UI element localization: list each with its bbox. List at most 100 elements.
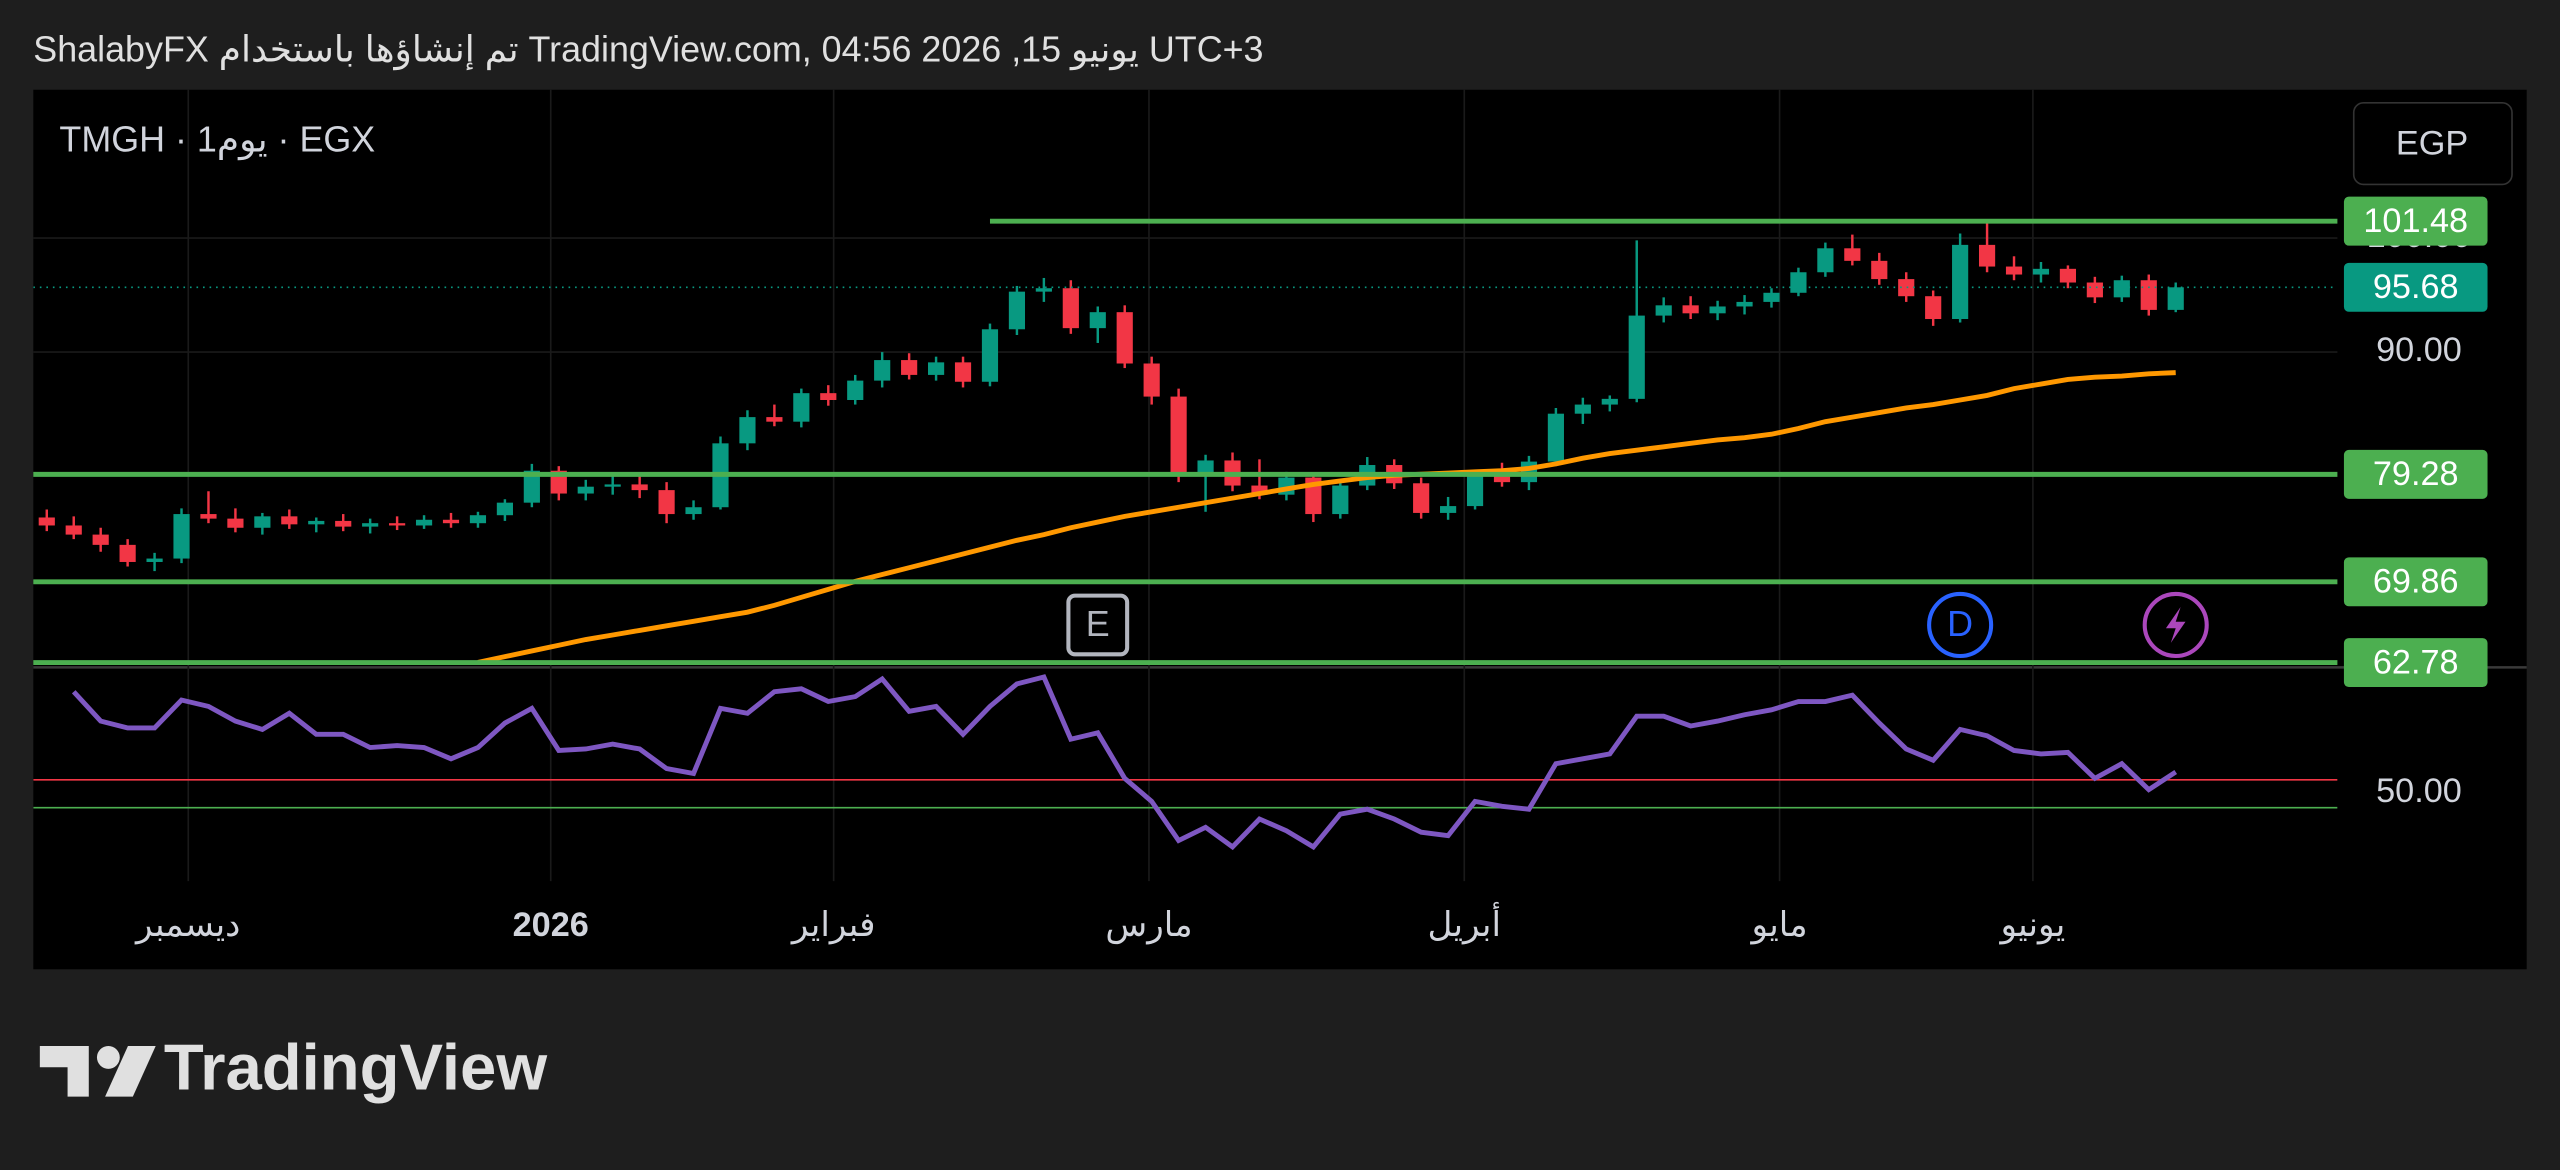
candle-body [1574, 404, 1591, 414]
candle-body [2167, 287, 2184, 310]
candle-body [254, 516, 271, 528]
event-marker[interactable] [1066, 593, 1130, 657]
candle-body [1332, 485, 1349, 515]
price-badge-label: 95.68 [2373, 268, 2459, 306]
candle-body [2140, 280, 2157, 310]
logo-shape [96, 1045, 120, 1069]
x-tick-label: مايو [1750, 906, 1808, 945]
candle-body [200, 514, 217, 519]
candle-body [604, 484, 621, 487]
candle-body [523, 470, 540, 503]
candle-body [1493, 475, 1511, 483]
candle-body [685, 507, 702, 515]
candle-body [847, 380, 864, 401]
candle-body [1844, 248, 1861, 261]
candle-body [362, 523, 379, 527]
symbol-label: TMGH · 1يوم · EGX [59, 119, 375, 160]
candle-body [496, 502, 513, 516]
candle-body [146, 558, 163, 562]
currency-box[interactable] [2352, 101, 2513, 186]
candle-body [281, 516, 298, 525]
candle-body [1709, 306, 1726, 314]
candle-body [981, 329, 999, 382]
candle-body [1520, 461, 1538, 483]
candle-body [1062, 288, 1079, 329]
candle-body [927, 362, 945, 375]
price-badge-label: 62.78 [2373, 643, 2459, 681]
candle-body [901, 360, 918, 375]
rsi-tick-label: 50.00 [2376, 772, 2462, 810]
candle-body [1790, 272, 1807, 293]
x-tick-label: ديسمبر [134, 906, 240, 945]
candle-body [1440, 506, 1457, 513]
x-tick-label: أبريل [1428, 902, 1501, 945]
candle-body [820, 393, 837, 401]
candle-body [1547, 413, 1564, 462]
logo-text: TradingView [164, 1030, 547, 1103]
event-label: D [1947, 604, 1973, 644]
candle-body [308, 520, 325, 525]
candle-body [1116, 312, 1133, 364]
candle-body [65, 525, 82, 535]
candle-body [2032, 268, 2050, 275]
candle-body [1817, 248, 1834, 273]
event-marker[interactable] [1927, 591, 1994, 659]
candle-body [1925, 296, 1942, 320]
event-icon [2165, 607, 2186, 643]
price-badge [2343, 638, 2488, 688]
currency: EGP [2396, 124, 2468, 162]
candle-body [415, 519, 433, 526]
logo-shape [39, 1045, 89, 1097]
header: ShalabyFX تم إنشاؤها باستخدام TradingVie… [33, 30, 1263, 71]
candle-body [1628, 315, 1645, 399]
candle-body [954, 362, 972, 382]
price-badge [2343, 196, 2488, 246]
candle-body [1008, 291, 1026, 330]
logo-shape [105, 1045, 156, 1097]
price-badge [2343, 557, 2488, 607]
candle-body [1978, 244, 1996, 267]
candle-body [658, 490, 675, 515]
price-badge-label: 101.48 [2363, 202, 2468, 240]
candle-body [469, 515, 487, 524]
candle-body [2005, 266, 2023, 275]
candle-body [1898, 279, 1915, 297]
price-badge-label: 79.28 [2373, 455, 2459, 493]
candle-body [92, 534, 109, 545]
candle-body [2059, 268, 2077, 283]
candle-body [1655, 305, 1672, 316]
y-tick-label: 90.00 [2376, 331, 2462, 369]
candle-body [389, 523, 406, 526]
candle-body [2086, 282, 2103, 298]
moving-average [477, 370, 2176, 665]
candle-body [335, 520, 352, 527]
candle-body [1143, 363, 1160, 397]
x-tick-label: مارس [1105, 906, 1192, 944]
candle-body [1251, 485, 1268, 495]
candle-body [442, 519, 460, 524]
candle-body [631, 484, 648, 491]
event-label: E [1086, 604, 1110, 644]
candle-body [119, 544, 136, 562]
candle-body [577, 486, 594, 494]
candle-body [1601, 398, 1618, 405]
candle-body [1035, 288, 1052, 292]
x-tick-label: 2026 [513, 906, 589, 944]
candle-body [874, 360, 891, 381]
candle-body [1763, 292, 1780, 302]
x-tick-label: يونيو [1998, 906, 2065, 945]
candle-body [1952, 244, 1969, 320]
candle-body [1736, 301, 1753, 307]
candle-body [1170, 396, 1187, 477]
price-badge [2343, 262, 2488, 312]
price-badge [2343, 449, 2488, 499]
candle-body [766, 417, 783, 422]
candle-body [2113, 280, 2130, 298]
candle-body [1682, 305, 1699, 314]
candle-body [1089, 312, 1106, 329]
x-tick-label: فبراير [790, 906, 876, 945]
candle-body [1413, 483, 1430, 513]
candle-body [1466, 475, 1484, 507]
